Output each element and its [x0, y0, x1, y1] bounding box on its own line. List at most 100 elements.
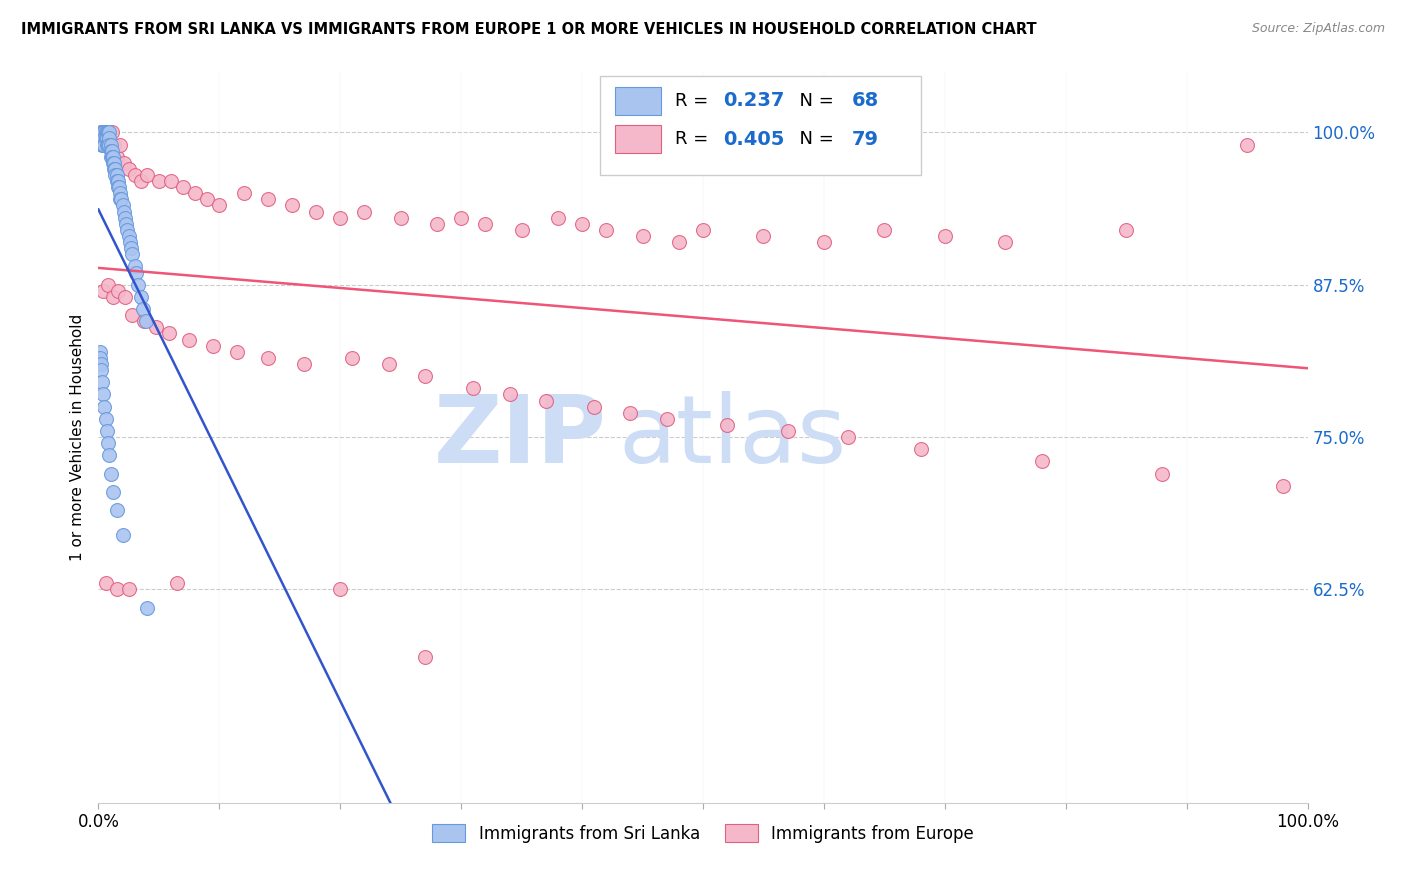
Point	[129, 174, 152, 188]
Point	[148, 174, 170, 188]
Point	[100, 150, 122, 164]
Point	[124, 168, 146, 182]
Point	[90, 357, 112, 371]
Point	[105, 168, 128, 182]
Text: R =: R =	[675, 92, 714, 110]
Text: N =: N =	[787, 92, 839, 110]
Point	[329, 211, 352, 225]
Point	[547, 211, 569, 225]
Point	[108, 193, 131, 207]
Point	[160, 174, 183, 188]
Point	[93, 125, 115, 139]
Point	[105, 174, 128, 188]
Point	[91, 125, 114, 139]
Point	[111, 198, 134, 212]
Point	[108, 137, 131, 152]
Point	[619, 406, 641, 420]
Point	[510, 223, 533, 237]
Point	[631, 229, 654, 244]
Point	[135, 168, 157, 182]
Text: 79: 79	[852, 130, 879, 149]
Point	[97, 277, 120, 292]
Point	[107, 180, 129, 194]
Point	[910, 442, 932, 457]
Point	[98, 125, 121, 139]
Point	[100, 144, 122, 158]
Point	[93, 137, 115, 152]
Point	[134, 314, 156, 328]
Point	[118, 161, 141, 176]
Point	[463, 381, 485, 395]
Point	[101, 485, 124, 500]
Point	[145, 320, 167, 334]
Point	[571, 217, 593, 231]
Point	[108, 180, 131, 194]
Point	[124, 260, 146, 274]
Point	[413, 369, 436, 384]
Point	[281, 198, 304, 212]
Text: N =: N =	[787, 130, 839, 148]
Point	[413, 649, 436, 664]
Point	[329, 582, 352, 597]
Point	[97, 436, 120, 450]
Point	[716, 417, 738, 432]
Text: IMMIGRANTS FROM SRI LANKA VS IMMIGRANTS FROM EUROPE 1 OR MORE VEHICLES IN HOUSEH: IMMIGRANTS FROM SRI LANKA VS IMMIGRANTS …	[21, 22, 1036, 37]
Point	[91, 137, 114, 152]
Point	[426, 217, 449, 231]
Point	[94, 576, 117, 591]
Point	[120, 241, 142, 255]
Point	[135, 314, 157, 328]
Point	[837, 430, 859, 444]
Point	[342, 351, 364, 365]
Point	[94, 131, 117, 145]
Point	[202, 339, 225, 353]
Point	[110, 193, 132, 207]
Point	[813, 235, 835, 249]
Point	[91, 137, 114, 152]
Point	[125, 266, 148, 280]
Point	[108, 186, 131, 201]
Point	[292, 357, 315, 371]
Point	[91, 284, 114, 298]
Text: Source: ZipAtlas.com: Source: ZipAtlas.com	[1251, 22, 1385, 36]
Point	[112, 156, 135, 170]
Point	[232, 186, 254, 201]
Point	[101, 290, 124, 304]
Point	[107, 174, 129, 188]
Text: R =: R =	[675, 130, 714, 148]
Point	[93, 131, 115, 145]
Text: 68: 68	[852, 91, 879, 110]
Point	[776, 424, 799, 438]
Point	[107, 284, 129, 298]
Point	[377, 357, 399, 371]
FancyBboxPatch shape	[614, 87, 661, 114]
Point	[474, 217, 496, 231]
Point	[1152, 467, 1174, 481]
Point	[98, 137, 121, 152]
Point	[100, 137, 122, 152]
Point	[655, 412, 678, 426]
Point	[112, 204, 135, 219]
Point	[101, 156, 124, 170]
Point	[114, 211, 136, 225]
Point	[91, 125, 114, 139]
Point	[104, 161, 127, 176]
Text: ZIP: ZIP	[433, 391, 606, 483]
Point	[98, 137, 121, 152]
Point	[105, 150, 128, 164]
Point	[101, 150, 124, 164]
Point	[97, 125, 120, 139]
Point	[256, 351, 278, 365]
Point	[1236, 137, 1258, 152]
Point	[256, 193, 278, 207]
Point	[91, 125, 114, 139]
Point	[98, 131, 121, 145]
Point	[389, 211, 412, 225]
Point	[873, 223, 896, 237]
Point	[105, 503, 128, 517]
Y-axis label: 1 or more Vehicles in Household: 1 or more Vehicles in Household	[70, 313, 86, 561]
Point	[121, 247, 143, 261]
Point	[450, 211, 472, 225]
Point	[103, 137, 125, 152]
Point	[97, 137, 120, 152]
